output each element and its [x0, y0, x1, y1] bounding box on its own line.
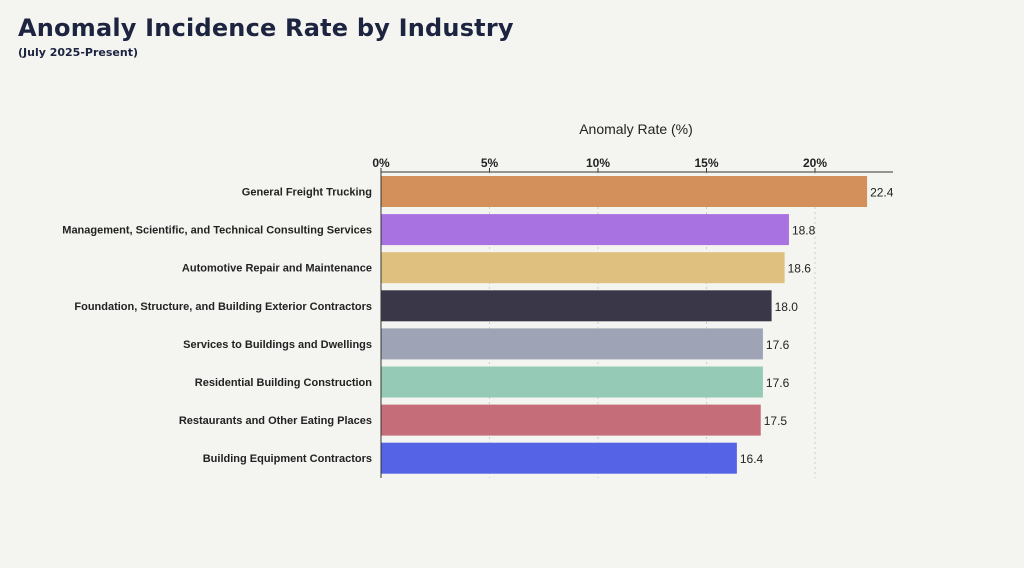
value-label: 18.8	[792, 224, 816, 238]
value-label: 17.6	[766, 376, 790, 390]
x-axis-title: Anomaly Rate (%)	[579, 121, 693, 137]
category-label: Residential Building Construction	[195, 377, 373, 389]
value-label: 22.4	[870, 186, 894, 200]
value-label: 18.6	[788, 262, 812, 276]
bar	[381, 442, 737, 474]
bar	[381, 252, 785, 284]
bar	[381, 176, 868, 207]
category-label: Building Equipment Contractors	[203, 453, 372, 465]
category-label: General Freight Trucking	[242, 187, 372, 199]
category-label: Management, Scientific, and Technical Co…	[62, 225, 372, 237]
page-subtitle: (July 2025-Present)	[18, 46, 138, 59]
bar	[381, 404, 761, 436]
value-label: 18.0	[775, 300, 799, 314]
bar	[381, 290, 772, 322]
x-tick-label: 15%	[694, 156, 718, 170]
category-label: Restaurants and Other Eating Places	[179, 415, 372, 427]
bar	[381, 214, 789, 246]
value-label: 17.6	[766, 338, 790, 352]
value-label: 16.4	[740, 452, 764, 466]
page-title: Anomaly Incidence Rate by Industry	[18, 14, 514, 42]
category-label: Services to Buildings and Dwellings	[183, 339, 372, 351]
bar	[381, 328, 763, 360]
labels: General Freight Trucking 22.4 Management, …	[62, 186, 893, 467]
x-tick-label: 5%	[481, 156, 499, 170]
x-tick-label: 0%	[372, 156, 390, 170]
x-axis-ticks: 0% 5% 10% 15% 20%	[372, 156, 827, 172]
bar	[381, 366, 763, 398]
value-label: 17.5	[764, 414, 788, 428]
category-label: Automotive Repair and Maintenance	[182, 263, 372, 275]
x-tick-label: 10%	[586, 156, 610, 170]
x-tick-label: 20%	[803, 156, 827, 170]
category-label: Foundation, Structure, and Building Exte…	[74, 301, 372, 313]
bars	[381, 176, 868, 474]
